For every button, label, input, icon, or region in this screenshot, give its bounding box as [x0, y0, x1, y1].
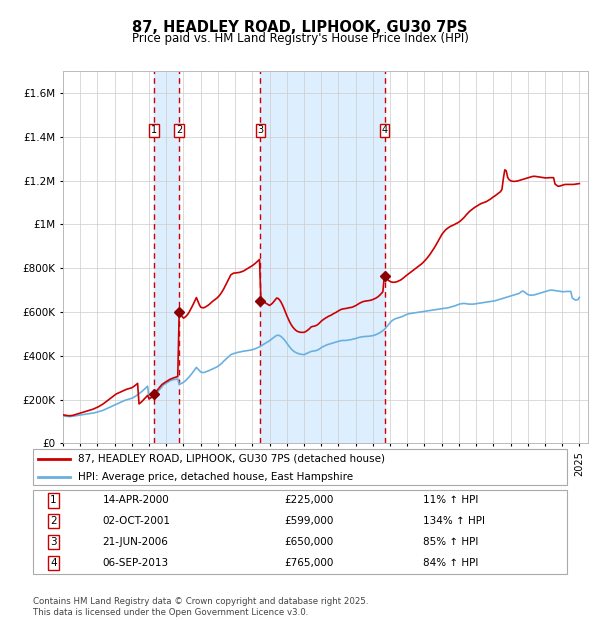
- Text: 2: 2: [176, 125, 182, 135]
- Text: 1: 1: [151, 125, 157, 135]
- Text: 87, HEADLEY ROAD, LIPHOOK, GU30 7PS (detached house): 87, HEADLEY ROAD, LIPHOOK, GU30 7PS (det…: [79, 454, 385, 464]
- FancyBboxPatch shape: [33, 490, 567, 574]
- Text: 02-OCT-2001: 02-OCT-2001: [103, 516, 170, 526]
- Text: 11% ↑ HPI: 11% ↑ HPI: [423, 495, 478, 505]
- Text: Contains HM Land Registry data © Crown copyright and database right 2025.
This d: Contains HM Land Registry data © Crown c…: [33, 598, 368, 617]
- Bar: [154, 71, 179, 443]
- Text: 21-JUN-2006: 21-JUN-2006: [103, 537, 168, 547]
- Text: 3: 3: [257, 125, 263, 135]
- Text: 06-SEP-2013: 06-SEP-2013: [103, 558, 169, 568]
- Text: £225,000: £225,000: [284, 495, 334, 505]
- Text: 84% ↑ HPI: 84% ↑ HPI: [423, 558, 478, 568]
- Text: 2: 2: [50, 516, 56, 526]
- Text: HPI: Average price, detached house, East Hampshire: HPI: Average price, detached house, East…: [79, 472, 353, 482]
- Text: £599,000: £599,000: [284, 516, 334, 526]
- Text: 134% ↑ HPI: 134% ↑ HPI: [423, 516, 485, 526]
- Text: 14-APR-2000: 14-APR-2000: [103, 495, 169, 505]
- Text: Price paid vs. HM Land Registry's House Price Index (HPI): Price paid vs. HM Land Registry's House …: [131, 32, 469, 45]
- FancyBboxPatch shape: [33, 449, 567, 485]
- Text: 1: 1: [50, 495, 56, 505]
- Text: 4: 4: [382, 125, 388, 135]
- Text: 85% ↑ HPI: 85% ↑ HPI: [423, 537, 478, 547]
- Text: £650,000: £650,000: [284, 537, 333, 547]
- Text: £765,000: £765,000: [284, 558, 334, 568]
- Text: 4: 4: [50, 558, 56, 568]
- Text: 3: 3: [50, 537, 56, 547]
- Text: 87, HEADLEY ROAD, LIPHOOK, GU30 7PS: 87, HEADLEY ROAD, LIPHOOK, GU30 7PS: [132, 20, 468, 35]
- Bar: [260, 71, 385, 443]
